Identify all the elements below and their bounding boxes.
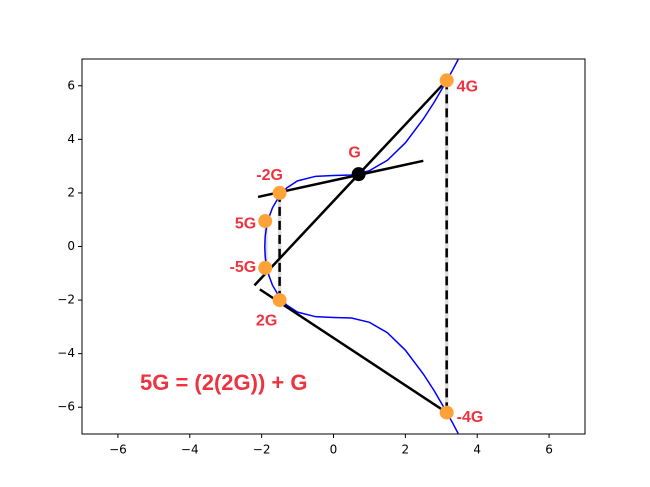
- line: [259, 288, 448, 414]
- point-label: -2G: [256, 167, 283, 184]
- curve: [264, 59, 459, 434]
- point-label: -5G: [230, 259, 257, 276]
- y-tick-label: −6: [57, 400, 75, 414]
- point: [439, 73, 454, 88]
- point: [272, 293, 287, 308]
- overlay: −6 −4 −2 0 2 4 6 −6 −4 −2 0 2 4 6 G -2G 5G -5G 2G 4G -4G 5G =…: [57, 78, 553, 456]
- point: [258, 260, 273, 275]
- point-label: 4G: [457, 79, 478, 96]
- y-tick-label: −4: [57, 346, 75, 360]
- x-tick-label: 4: [473, 443, 481, 457]
- point: [272, 185, 287, 200]
- y-tick-label: −2: [57, 293, 75, 307]
- line: [253, 79, 448, 287]
- point-label: G: [348, 144, 360, 161]
- y-tick-label: 6: [67, 78, 75, 92]
- x-tick-label: −2: [253, 443, 271, 457]
- x-tick-label: −4: [181, 443, 199, 457]
- plot-area: [253, 59, 459, 434]
- point-label: 2G: [256, 312, 277, 329]
- annotation: 5G = (2(2G)) + G: [140, 370, 308, 395]
- point-label: -4G: [457, 409, 484, 426]
- y-tick-label: 4: [67, 132, 75, 146]
- y-tick-label: 2: [67, 185, 75, 199]
- y-tick-label: 0: [67, 239, 75, 253]
- x-tick-label: 6: [545, 443, 553, 457]
- point-label: 5G: [235, 215, 256, 232]
- point: [439, 405, 454, 420]
- point: [258, 214, 273, 229]
- x-tick-label: 2: [402, 443, 410, 457]
- x-tick-label: −6: [109, 443, 127, 457]
- x-tick-label: 0: [330, 443, 338, 457]
- point: [351, 167, 366, 182]
